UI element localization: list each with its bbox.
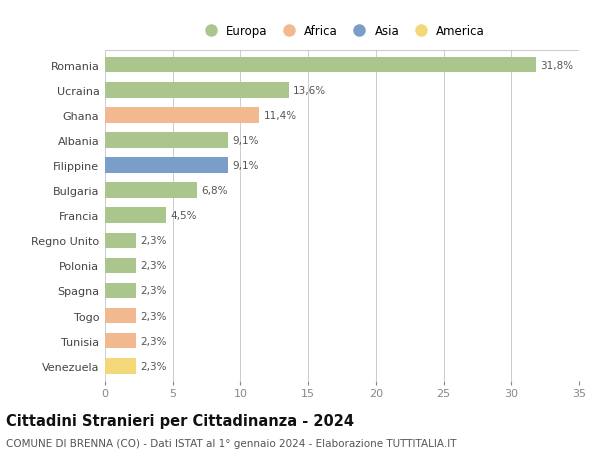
Bar	[105, 233, 136, 248]
Text: 2,3%: 2,3%	[140, 361, 167, 371]
Bar	[105, 158, 228, 174]
Text: Cittadini Stranieri per Cittadinanza - 2024: Cittadini Stranieri per Cittadinanza - 2…	[6, 413, 354, 428]
Bar	[105, 108, 259, 123]
Text: 2,3%: 2,3%	[140, 261, 167, 271]
Text: 9,1%: 9,1%	[232, 161, 259, 171]
Text: COMUNE DI BRENNA (CO) - Dati ISTAT al 1° gennaio 2024 - Elaborazione TUTTITALIA.: COMUNE DI BRENNA (CO) - Dati ISTAT al 1°…	[6, 438, 457, 448]
Legend: Europa, Africa, Asia, America: Europa, Africa, Asia, America	[199, 25, 485, 38]
Bar	[105, 183, 197, 198]
Text: 6,8%: 6,8%	[201, 186, 227, 196]
Text: 9,1%: 9,1%	[232, 135, 259, 146]
Bar	[105, 83, 289, 98]
Text: 11,4%: 11,4%	[263, 111, 296, 121]
Bar	[105, 58, 536, 73]
Text: 2,3%: 2,3%	[140, 286, 167, 296]
Text: 2,3%: 2,3%	[140, 236, 167, 246]
Bar	[105, 133, 228, 148]
Bar	[105, 333, 136, 349]
Text: 2,3%: 2,3%	[140, 336, 167, 346]
Bar	[105, 283, 136, 299]
Text: 31,8%: 31,8%	[540, 61, 573, 71]
Text: 4,5%: 4,5%	[170, 211, 197, 221]
Text: 13,6%: 13,6%	[293, 85, 326, 95]
Bar	[105, 308, 136, 324]
Text: 2,3%: 2,3%	[140, 311, 167, 321]
Bar	[105, 208, 166, 224]
Bar	[105, 358, 136, 374]
Bar	[105, 258, 136, 274]
